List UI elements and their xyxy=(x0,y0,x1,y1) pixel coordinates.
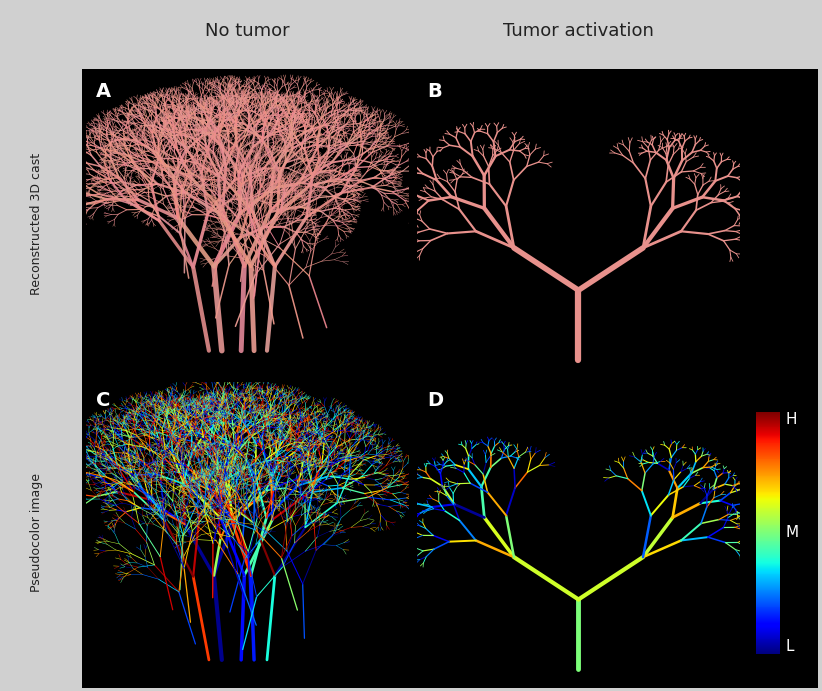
Text: M: M xyxy=(785,525,798,540)
Text: B: B xyxy=(427,82,441,101)
Text: D: D xyxy=(427,391,443,410)
Text: C: C xyxy=(96,391,110,410)
Text: L: L xyxy=(785,639,793,654)
Text: Reconstructed 3D cast: Reconstructed 3D cast xyxy=(30,153,44,295)
Text: H: H xyxy=(785,412,797,427)
Text: A: A xyxy=(96,82,111,101)
Text: Tumor activation: Tumor activation xyxy=(503,22,654,40)
Text: Pseudocolor image: Pseudocolor image xyxy=(30,473,44,592)
Text: No tumor: No tumor xyxy=(206,22,290,40)
